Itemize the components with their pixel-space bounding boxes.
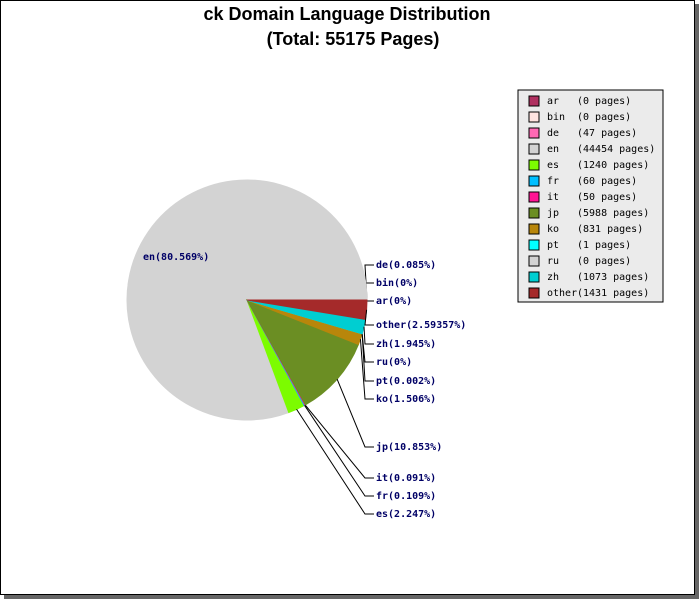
legend-pages: (1073 pages): [577, 272, 649, 283]
leader-line: [364, 309, 374, 326]
legend-pages: (50 pages): [577, 192, 637, 203]
legend-label: jp: [547, 208, 559, 219]
legend-pages: (5988 pages): [577, 208, 649, 219]
legend-swatch: [528, 159, 540, 171]
legend-label: bin: [547, 112, 565, 123]
leader-line: [363, 326, 374, 345]
slice-label: ar(0%): [376, 296, 412, 307]
legend-swatch: [528, 255, 540, 267]
legend-label: pt: [547, 240, 559, 251]
legend-pages: (0 pages): [577, 256, 631, 267]
legend-swatch: [528, 223, 540, 235]
slice-label: de(0.085%): [376, 260, 436, 271]
legend-label: zh: [547, 272, 559, 283]
slice-label: es(2.247%): [376, 509, 436, 520]
legend-swatch: [528, 111, 540, 123]
legend-pages: (0 pages): [577, 96, 631, 107]
slice-label: other(2.59357%): [376, 320, 466, 331]
legend-swatch: [528, 207, 540, 219]
slice-label: fr(0.109%): [376, 491, 436, 502]
legend-pages: (44454 pages): [577, 144, 655, 155]
legend-swatch: [528, 175, 540, 187]
legend-label: de: [547, 128, 559, 139]
leader-line: [361, 333, 374, 382]
slice-label: pt(0.002%): [376, 376, 436, 387]
leader-line: [304, 404, 374, 479]
legend-label: it: [547, 192, 559, 203]
legend-pages: (1 pages): [577, 240, 631, 251]
legend-swatch: [528, 127, 540, 139]
leader-line: [336, 379, 374, 448]
pie-slice: [245, 299, 360, 406]
legend-swatch: [528, 239, 540, 251]
legend-pages: (831 pages): [577, 224, 643, 235]
legend-label: ru: [547, 256, 559, 267]
legend-label: other: [547, 288, 577, 299]
slice-label: ko(1.506%): [376, 394, 436, 405]
legend-label: en: [547, 144, 559, 155]
legend-pages: (47 pages): [577, 128, 637, 139]
legend-pages: (1431 pages): [577, 288, 649, 299]
slice-label: jp(10.853%): [376, 441, 442, 453]
legend-pages: (1240 pages): [577, 160, 649, 171]
legend-swatch: [528, 287, 540, 299]
leader-line: [296, 409, 374, 515]
legend-swatch: [528, 95, 540, 107]
legend-swatch: [528, 143, 540, 155]
legend-label: es: [547, 160, 559, 171]
legend-pages: (0 pages): [577, 112, 631, 123]
legend-box: [517, 89, 664, 303]
slice-label: bin(0%): [376, 277, 418, 289]
slice-label: ru(0%): [376, 357, 412, 368]
chart-subtitle: (Total: 55175 Pages): [267, 29, 440, 49]
leader-line: [304, 405, 374, 497]
slice-label: en(80.569%): [143, 252, 209, 263]
legend-label: ar: [547, 96, 559, 107]
leader-line: [359, 339, 374, 400]
legend-swatch: [528, 191, 540, 203]
chart-title: ck Domain Language Distribution: [203, 4, 490, 24]
legend-pages: (60 pages): [577, 176, 637, 187]
leader-line: [361, 333, 374, 363]
legend-label: fr: [547, 176, 559, 187]
slice-label: it(0.091%): [376, 472, 436, 484]
legend-swatch: [528, 271, 540, 283]
legend-label: ko: [547, 224, 559, 235]
slice-label: zh(1.945%): [376, 339, 436, 350]
